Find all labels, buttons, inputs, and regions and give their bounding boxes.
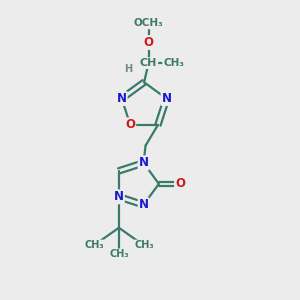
Text: N: N <box>139 198 148 212</box>
Text: O: O <box>125 118 135 131</box>
Text: CH₃: CH₃ <box>134 240 154 250</box>
Text: N: N <box>161 92 172 105</box>
Text: N: N <box>117 92 127 105</box>
Text: CH₃: CH₃ <box>109 249 129 259</box>
Text: CH: CH <box>140 58 157 68</box>
Text: OCH₃: OCH₃ <box>134 18 164 28</box>
Text: N: N <box>139 156 148 170</box>
Text: O: O <box>143 36 154 49</box>
Text: O: O <box>175 177 185 190</box>
Text: CH₃: CH₃ <box>163 58 184 68</box>
Text: H: H <box>124 64 132 74</box>
Text: CH₃: CH₃ <box>84 240 104 250</box>
Text: N: N <box>114 190 124 203</box>
